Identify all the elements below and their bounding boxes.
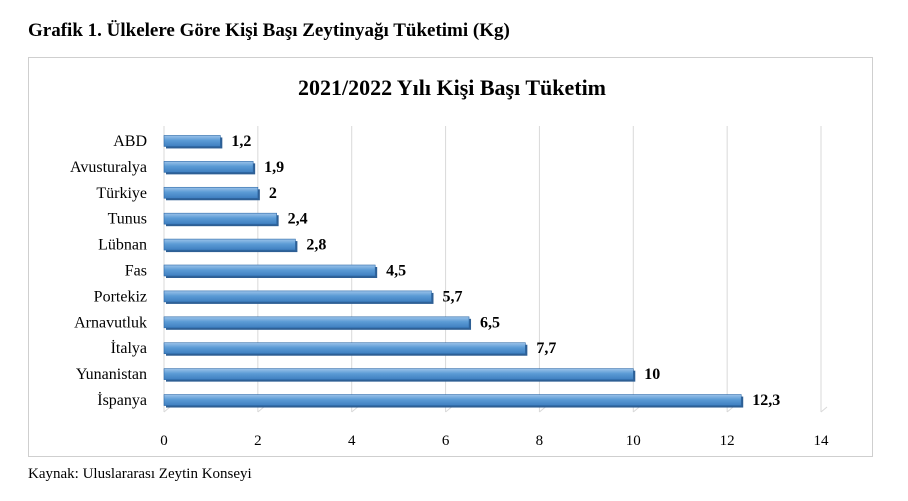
category-label: Yunanistan [76, 366, 147, 383]
category-label: İtalya [111, 339, 147, 357]
x-tick-label: 10 [626, 433, 641, 449]
gridline-floor [820, 406, 828, 413]
category-label: Türkiye [96, 185, 147, 202]
data-label: 2 [269, 185, 277, 202]
x-tick-label: 14 [814, 433, 830, 449]
data-label: 2,4 [288, 211, 308, 228]
source-note: Kaynak: Uluslararası Zeytin Konseyi [28, 466, 252, 482]
category-label: Tunus [108, 211, 147, 228]
gridline-floor [539, 406, 546, 413]
x-tick-label: 2 [254, 433, 262, 449]
data-label: 5,7 [442, 288, 462, 305]
category-label: İspanya [97, 391, 147, 409]
x-tick-label: 8 [536, 433, 544, 449]
gridline-floor [726, 406, 734, 413]
data-label: 1,9 [264, 159, 284, 176]
gridline-floor [163, 406, 171, 413]
category-label: ABD [113, 133, 147, 150]
category-label: Portekiz [94, 288, 147, 305]
category-label: Avusturalya [70, 159, 147, 176]
gridline-floor [632, 406, 640, 413]
bar [163, 238, 296, 251]
x-tick-label: 6 [442, 433, 450, 449]
data-label: 2,8 [306, 237, 326, 254]
bar [163, 135, 221, 147]
data-label: 6,5 [480, 314, 500, 331]
category-label: Fas [125, 263, 147, 280]
data-label: 12,3 [752, 392, 780, 409]
chart-title: 2021/2022 Yılı Kişi Başı Tüketim [298, 75, 606, 100]
bar-chart: 2021/2022 Yılı Kişi Başı Tüketim 0 2 4 6 8 10… [70, 75, 830, 449]
bar [163, 290, 432, 303]
chart-frame: 2021/2022 Yılı Kişi Başı Tüketim 0 2 4 6 8 10… [28, 57, 873, 457]
x-tick-label: 4 [348, 433, 356, 449]
data-label: 10 [644, 366, 660, 383]
chart-heading: Grafik 1. Ülkelere Göre Kişi Başı Zeytin… [28, 20, 510, 41]
bar [163, 161, 254, 173]
x-tick-label: 0 [160, 433, 168, 449]
gridline-floor [257, 406, 265, 413]
gridline-floor [445, 406, 452, 413]
category-label: Lübnan [98, 237, 147, 254]
data-label: 4,5 [386, 263, 406, 280]
data-label: 1,2 [231, 133, 251, 150]
bar [163, 342, 526, 355]
category-label: Arnavutluk [74, 314, 147, 331]
bar [163, 394, 742, 406]
bar [163, 316, 470, 329]
bar [163, 264, 376, 277]
bar [163, 368, 634, 380]
x-tick-label: 12 [720, 433, 735, 449]
data-label: 7,7 [536, 340, 556, 357]
bar [163, 212, 277, 225]
bar [163, 186, 259, 199]
gridline-floor [351, 406, 359, 413]
